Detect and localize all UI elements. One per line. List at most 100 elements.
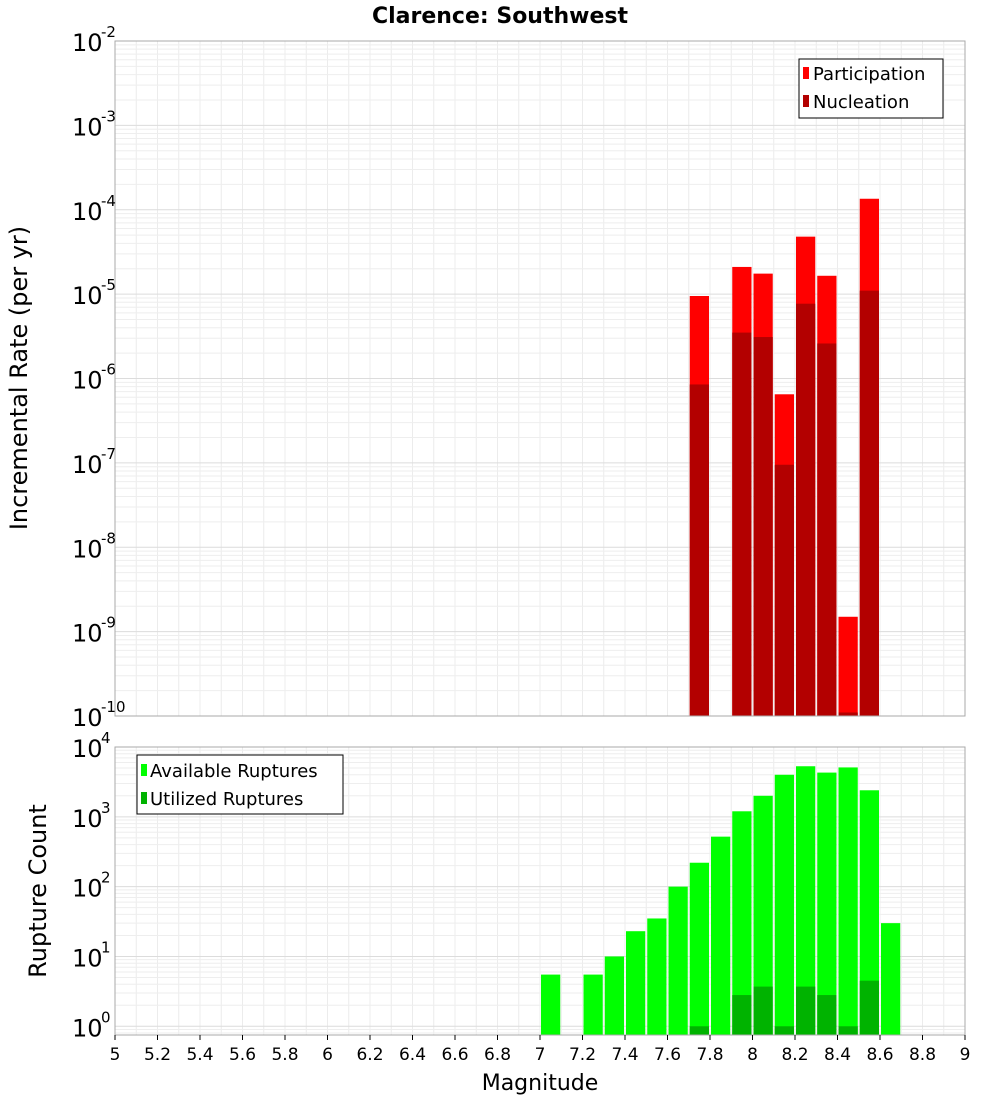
bar-utilized-ruptures — [838, 1026, 858, 1035]
x-tick-label: 6 — [322, 1045, 333, 1065]
rate-y-tick-label: 10 — [72, 29, 103, 57]
rate-panel: 10-210-310-410-510-610-710-810-910-10 In… — [5, 23, 966, 732]
x-tick-label: 7.4 — [611, 1045, 638, 1065]
rate-bars — [689, 198, 879, 717]
legend-swatch-nucleation — [803, 95, 809, 107]
rate-y-tick-label: 10 — [72, 620, 103, 648]
bar-nucleation — [838, 712, 858, 716]
rate-y-tick-exponent: -10 — [101, 698, 126, 716]
rate-y-tick-exponent: -8 — [101, 529, 116, 547]
bar-participation — [838, 616, 858, 716]
rate-y-tick-exponent: -6 — [101, 361, 116, 379]
rate-y-axis-label: Incremental Rate (per yr) — [5, 226, 33, 530]
count-y-axis-label: Rupture Count — [24, 804, 52, 978]
count-y-tick-label: 10 — [72, 805, 103, 833]
rate-plot-border — [114, 40, 966, 717]
count-y-tick-label: 10 — [72, 735, 103, 763]
bar-nucleation — [732, 332, 752, 716]
bar-available-ruptures — [753, 795, 773, 1035]
x-tick-label: 8.4 — [824, 1045, 851, 1065]
x-tick-label: 5.8 — [271, 1045, 298, 1065]
bar-available-ruptures — [626, 931, 646, 1035]
bar-available-ruptures — [774, 774, 794, 1035]
count-legend-box — [136, 754, 344, 815]
x-tick-label: 7.2 — [569, 1045, 596, 1065]
bar-available-ruptures — [604, 956, 624, 1035]
rate-y-tick-exponent: -3 — [101, 107, 116, 125]
legend-swatch-available — [141, 764, 147, 776]
bar-available-ruptures — [647, 918, 667, 1035]
bar-available-ruptures — [881, 923, 901, 1035]
bar-utilized-ruptures — [817, 995, 837, 1035]
x-tick-label: 7 — [535, 1045, 546, 1065]
count-y-tick-exponent: 1 — [101, 938, 111, 956]
rate-legend-box — [798, 58, 944, 119]
rate-y-tick-label: 10 — [72, 704, 103, 732]
rate-y-tick-label: 10 — [72, 367, 103, 395]
x-tick-label: 6.6 — [441, 1045, 468, 1065]
rate-y-tick-exponent: -4 — [101, 192, 116, 210]
bar-nucleation — [796, 303, 816, 716]
x-tick-label: 9 — [960, 1045, 971, 1065]
x-tick-label: 7.6 — [654, 1045, 681, 1065]
bar-utilized-ruptures — [732, 995, 752, 1035]
x-tick-label: 8 — [747, 1045, 758, 1065]
bar-utilized-ruptures — [753, 986, 773, 1035]
x-tick-label: 7.8 — [696, 1045, 723, 1065]
rate-y-tick-exponent: -5 — [101, 276, 116, 294]
legend-swatch-participation — [803, 67, 809, 79]
chart-title: Clarence: Southwest — [372, 4, 629, 29]
rate-y-tick-label: 10 — [72, 282, 103, 310]
x-tick-label: 6.4 — [399, 1045, 426, 1065]
bar-available-ruptures — [732, 811, 752, 1035]
x-tick-label: 8.2 — [781, 1045, 808, 1065]
bar-available-ruptures — [796, 766, 816, 1035]
rate-grid — [114, 41, 966, 717]
count-y-tick-label: 10 — [72, 875, 103, 903]
bar-nucleation — [753, 337, 773, 716]
rate-y-tick-label: 10 — [72, 451, 103, 479]
x-tick-label: 5 — [110, 1045, 121, 1065]
bar-nucleation — [817, 343, 837, 716]
count-y-tick-label: 10 — [72, 944, 103, 972]
x-tick-label: 5.2 — [144, 1045, 171, 1065]
count-y-tick-exponent: 0 — [101, 1008, 111, 1026]
x-tick-label: 6.2 — [356, 1045, 383, 1065]
x-tick-label: 6.8 — [484, 1045, 511, 1065]
rate-y-tick-exponent: -2 — [101, 23, 116, 41]
count-legend: Available Ruptures Utilized Ruptures — [136, 754, 344, 815]
x-ticks: 5 5.2 5.4 5.6 5.8 6 6.2 6.4 6.6 6.8 7 7.2 7.4 7.6 7.8 8… — [110, 1035, 971, 1065]
bar-nucleation — [689, 384, 709, 716]
bar-utilized-ruptures — [774, 1026, 794, 1035]
x-tick-label: 5.6 — [229, 1045, 256, 1065]
bar-utilized-ruptures — [796, 986, 816, 1035]
bar-available-ruptures — [859, 790, 879, 1035]
bar-available-ruptures — [583, 974, 603, 1035]
legend-label-nucleation: Nucleation — [813, 92, 909, 113]
legend-label-participation: Participation — [813, 64, 925, 85]
bar-available-ruptures — [838, 767, 858, 1035]
count-y-tick-exponent: 4 — [101, 729, 111, 747]
rate-y-tick-label: 10 — [72, 535, 103, 563]
rate-y-tick-exponent: -7 — [101, 445, 116, 463]
bar-nucleation — [774, 464, 794, 716]
bar-available-ruptures — [689, 862, 709, 1035]
x-tick-label: 8.8 — [909, 1045, 936, 1065]
x-tick-label: 5.4 — [186, 1045, 213, 1065]
count-y-tick-exponent: 3 — [101, 799, 111, 817]
x-axis-label: Magnitude — [482, 1071, 599, 1096]
rate-legend: Participation Nucleation — [798, 58, 944, 119]
rate-y-tick-label: 10 — [72, 113, 103, 141]
count-y-tick-label: 10 — [72, 1014, 103, 1042]
rate-y-tick-exponent: -9 — [101, 614, 116, 632]
bar-available-ruptures — [541, 974, 561, 1035]
bar-available-ruptures — [817, 772, 837, 1035]
rate-y-ticks: 10-210-310-410-510-610-710-810-910-10 — [72, 23, 126, 732]
legend-swatch-utilized — [141, 792, 147, 804]
x-tick-label: 8.6 — [866, 1045, 893, 1065]
bar-nucleation — [859, 290, 879, 716]
count-y-tick-exponent: 2 — [101, 869, 111, 887]
